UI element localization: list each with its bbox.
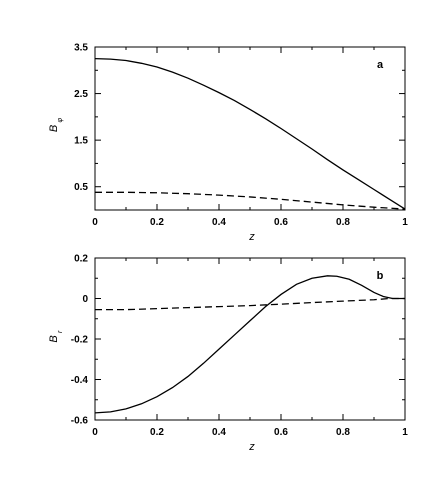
x-tick-label: 0.4	[212, 217, 226, 228]
x-tick-label: 0.6	[274, 217, 288, 228]
x-tick-label: 1	[402, 427, 408, 438]
x-tick-label: 0.6	[274, 427, 288, 438]
x-tick-label: 0	[92, 427, 98, 438]
y-tick-label: -0.2	[71, 335, 89, 346]
x-tick-label: 0.2	[150, 427, 164, 438]
x-tick-label: 0.8	[336, 427, 350, 438]
y-tick-label: 1.5	[74, 136, 88, 147]
x-tick-label: 0	[92, 217, 98, 228]
panel-a: 0 0.2 0.4 0.6 0.8 1 0.5 1.5 2.5 3.5 z Bφ a	[48, 43, 408, 244]
series-line-dashed	[95, 297, 405, 311]
y-tick-label: 0.2	[74, 254, 88, 265]
x-axis-label: z	[248, 441, 255, 453]
series-line-solid	[94, 275, 405, 414]
y-tick-label: 2.5	[74, 89, 88, 100]
x-tick-label: 1	[402, 217, 408, 228]
x-tick-label: 0.8	[336, 217, 350, 228]
panel-label: b	[377, 270, 384, 282]
y-tick-label: 0.5	[74, 182, 88, 193]
y-tick-label: -0.4	[71, 375, 89, 386]
x-tick-label: 0.4	[212, 427, 226, 438]
x-tick-label: 0.2	[150, 217, 164, 228]
panel-b: 0 0.2 0.4 0.6 0.8 1 -0.6 -0.4 -0.2 0 0.2 z Br b	[48, 254, 408, 454]
plot-frame	[94, 46, 406, 211]
y-axis-label: B	[48, 335, 60, 342]
y-axis-label-subscript: r	[57, 330, 64, 333]
series-line-solid	[94, 57, 406, 210]
x-axis-label: z	[248, 231, 255, 243]
panel-label: a	[377, 59, 384, 71]
y-tick-label: 3.5	[74, 43, 88, 54]
y-axis-label-subscript: φ	[57, 118, 64, 123]
y-axis-label: B	[48, 125, 60, 132]
series-line-dashed	[95, 191, 406, 210]
plot-frame	[94, 257, 406, 421]
y-tick-label: 0	[82, 294, 88, 305]
y-tick-label: -0.6	[71, 416, 89, 427]
